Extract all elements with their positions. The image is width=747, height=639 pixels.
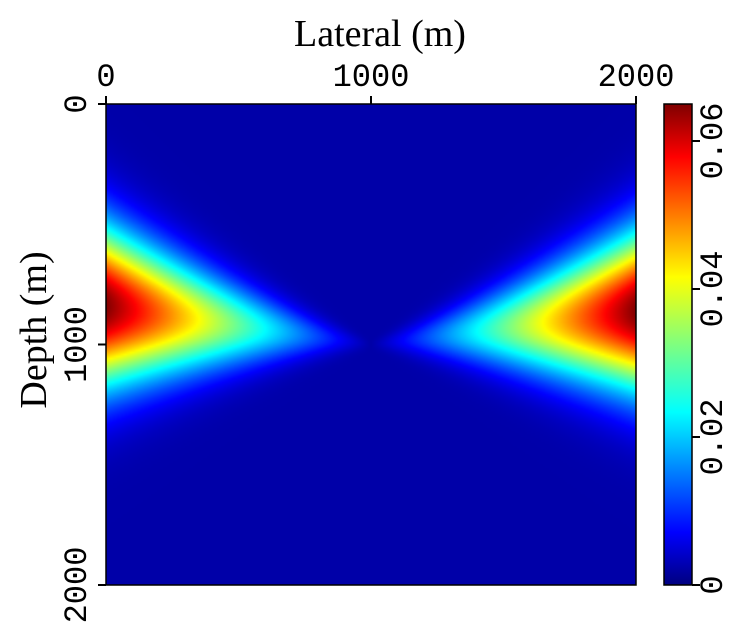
y-tick-label: 0: [59, 94, 96, 113]
x-tick-label: 1000: [333, 59, 410, 96]
colorbar: [663, 103, 693, 586]
y-tick-label: 1000: [59, 306, 96, 383]
x-axis-title: Lateral (m): [294, 13, 466, 55]
y-axis-title: Depth (m): [13, 251, 55, 408]
colorbar-tick-label: 0.04: [695, 251, 732, 328]
y-axis: 0 1000 2000: [59, 94, 106, 623]
heatmap-image: [106, 104, 636, 585]
x-axis: 0 1000 2000: [96, 59, 674, 104]
colorbar-tick-label: 0.02: [695, 399, 732, 476]
colorbar-tick-label: 0.06: [695, 103, 732, 180]
x-tick-label: 2000: [598, 59, 675, 96]
x-tick-label: 0: [96, 59, 115, 96]
y-tick-label: 2000: [59, 547, 96, 624]
colorbar-axis: 0 0.02 0.04 0.06: [692, 103, 732, 595]
colorbar-tick-label: 0: [695, 575, 732, 594]
